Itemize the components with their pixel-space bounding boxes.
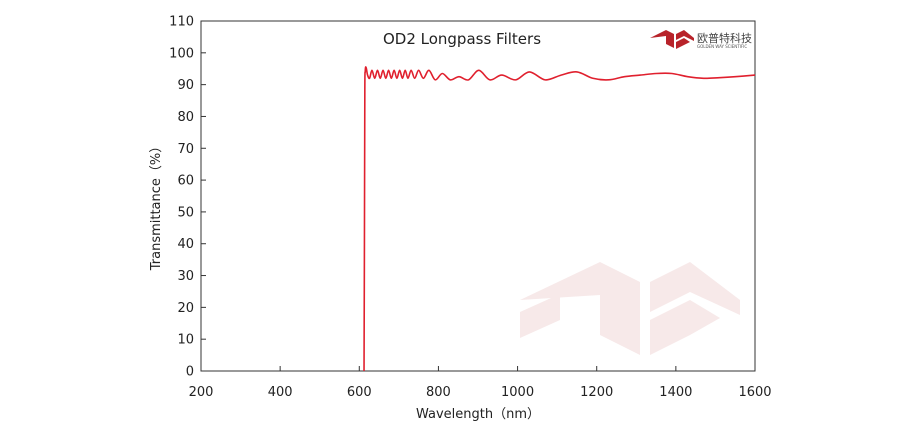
- x-tick-label: 800: [426, 385, 451, 400]
- y-axis-title: Transmittance（%）: [149, 140, 164, 272]
- y-tick-label: 30: [177, 269, 194, 284]
- chart-title: OD2 Longpass Filters: [383, 30, 541, 48]
- x-tick-label: 1400: [659, 385, 692, 400]
- x-axis: 200 400 600 800 1000 1200 1400 1600: [189, 366, 772, 400]
- y-tick-label: 60: [177, 174, 194, 189]
- y-tick-label: 50: [177, 205, 194, 220]
- y-tick-label: 20: [177, 301, 194, 316]
- brand-logo: 欧普特科技 GOLDEN WAY SCIENTIFIC: [650, 30, 752, 49]
- y-tick-label: 0: [186, 365, 194, 380]
- y-tick-label: 90: [177, 78, 194, 93]
- y-tick-label: 110: [169, 15, 194, 30]
- y-axis: 0 10 20 30 40 50 60 70 80 90 100 110: [169, 15, 206, 380]
- y-tick-label: 10: [177, 333, 194, 348]
- logo-chinese-name: 欧普特科技: [697, 31, 752, 45]
- x-tick-label: 1000: [501, 385, 534, 400]
- golden-way-logo-icon: [650, 30, 694, 49]
- watermark-logo: [520, 262, 740, 355]
- x-tick-label: 600: [347, 385, 372, 400]
- x-tick-label: 1600: [738, 385, 771, 400]
- y-tick-label: 70: [177, 142, 194, 157]
- y-tick-label: 80: [177, 110, 194, 125]
- x-tick-label: 400: [268, 385, 293, 400]
- x-tick-label: 200: [189, 385, 214, 400]
- plot-frame: [200, 20, 756, 372]
- y-tick-label: 100: [169, 46, 194, 61]
- x-axis-title: Wavelength（nm）: [416, 407, 540, 422]
- y-tick-label: 40: [177, 237, 194, 252]
- logo-english-name: GOLDEN WAY SCIENTIFIC: [697, 44, 747, 49]
- series-line: [363, 66, 756, 372]
- x-tick-label: 1200: [580, 385, 613, 400]
